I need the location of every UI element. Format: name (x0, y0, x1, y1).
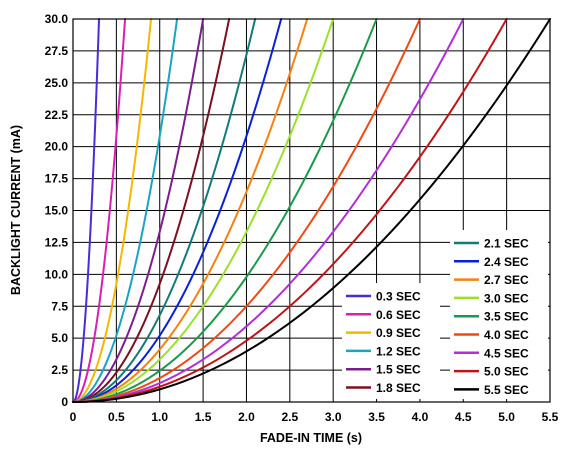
legend: 0.3 SEC 0.6 SEC 0.9 SEC 1.2 SEC 1.5 SEC 1.8 S… (342, 230, 548, 399)
y-tick-label: 20.0 (45, 140, 69, 154)
legend-label: 0.9 SEC (376, 326, 421, 340)
series-line-0-3-sec (72, 18, 101, 403)
y-tick-label: 30.0 (45, 12, 69, 26)
y-tick-label: 22.5 (45, 108, 69, 122)
y-axis-label: BACKLIGHT CURRENT (mA) (9, 125, 23, 295)
series-line-2-1-sec (72, 18, 257, 403)
series-line-1-8-sec (72, 18, 231, 403)
curves (72, 18, 551, 403)
x-tick-label: 3.5 (368, 410, 385, 424)
x-tick-label: 5.0 (498, 410, 515, 424)
legend-label: 3.0 SEC (484, 291, 529, 305)
y-tick-labels: 0 2.5 5.0 7.5 10.0 12.5 15.0 17.5 20.0 22.5 25.0 27… (45, 12, 69, 409)
legend-label: 2.1 SEC (484, 237, 529, 251)
series-line-2-4-sec (72, 18, 283, 403)
series-line-1-5-sec (72, 18, 205, 403)
x-tick-label: 0.5 (108, 410, 125, 424)
x-axis-label: FADE-IN TIME (s) (260, 431, 362, 445)
legend-label: 0.6 SEC (376, 308, 421, 322)
series-line-5-0-sec (72, 18, 508, 403)
legend-label: 3.5 SEC (484, 310, 529, 324)
y-tick-label: 7.5 (51, 299, 68, 313)
legend-label: 4.0 SEC (484, 328, 529, 342)
legend-label: 1.5 SEC (376, 363, 421, 377)
y-tick-label: 17.5 (45, 172, 69, 186)
legend-label: 2.4 SEC (484, 255, 529, 269)
series-line-5-5-sec (72, 18, 551, 403)
series-line-3-0-sec (72, 18, 335, 403)
legend-label: 4.5 SEC (484, 346, 529, 360)
legend-box-left (342, 283, 440, 399)
series-line-4-0-sec (72, 18, 421, 403)
plot-frame (72, 18, 551, 403)
y-tick-label: 5.0 (51, 331, 68, 345)
series-line-2-7-sec (72, 18, 309, 403)
series-line-1-2-sec (72, 18, 179, 403)
x-tick-label: 2.0 (238, 410, 255, 424)
y-tick-label: 12.5 (45, 235, 69, 249)
x-tick-label: 4.0 (412, 410, 429, 424)
series-line-3-5-sec (72, 18, 378, 403)
legend-label: 0.3 SEC (376, 290, 421, 304)
legend-label: 5.0 SEC (484, 365, 529, 379)
legend-label: 1.8 SEC (376, 381, 421, 395)
y-tick-label: 15.0 (45, 204, 69, 218)
legend-label: 5.5 SEC (484, 383, 529, 397)
y-tick-label: 0 (61, 395, 68, 409)
x-tick-label: 0 (70, 410, 77, 424)
x-tick-label: 5.5 (542, 410, 559, 424)
y-tick-label: 10.0 (45, 267, 69, 281)
series-line-0-9-sec (72, 18, 153, 403)
x-tick-label: 1.0 (151, 410, 168, 424)
x-tick-label: 4.5 (455, 410, 472, 424)
legend-label: 2.7 SEC (484, 273, 529, 287)
series-line-4-5-sec (72, 18, 465, 403)
x-tick-label: 2.5 (281, 410, 298, 424)
y-tick-label: 25.0 (45, 76, 69, 90)
x-tick-label: 1.5 (195, 410, 212, 424)
x-tick-labels: 0 0.5 1.0 1.5 2.0 2.5 3.0 3.5 4.0 4.5 5.0 5.5 (70, 410, 559, 424)
legend-label: 1.2 SEC (376, 344, 421, 358)
series-line-0-6-sec (72, 18, 127, 403)
y-tick-label: 2.5 (51, 363, 68, 377)
x-tick-label: 3.0 (325, 410, 342, 424)
y-tick-label: 27.5 (45, 44, 69, 58)
